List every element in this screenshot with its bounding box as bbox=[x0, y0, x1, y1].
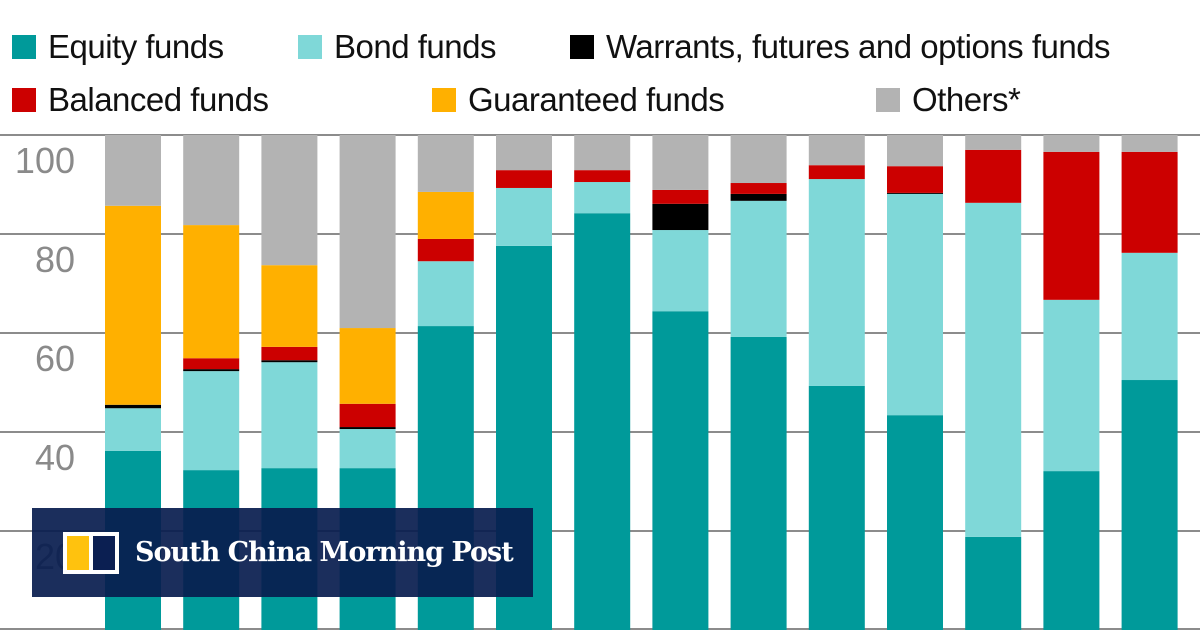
bar-segment-warrants-futures-and-options-funds bbox=[339, 427, 396, 430]
bar-segment-others bbox=[1043, 135, 1100, 152]
bar-segment-equity-funds bbox=[1121, 380, 1178, 630]
bar-segment-balanced-funds bbox=[574, 170, 631, 183]
bar-segment-others bbox=[1121, 135, 1178, 152]
bar-segment-guaranteed-funds bbox=[183, 225, 240, 359]
bar-segment-bond-funds bbox=[652, 230, 709, 312]
bar-segment-equity-funds bbox=[574, 213, 631, 630]
bar-segment-balanced-funds bbox=[339, 403, 396, 428]
bar-segment-guaranteed-funds bbox=[105, 205, 161, 405]
bar-segment-others bbox=[183, 135, 240, 226]
bar-segment-bond-funds bbox=[965, 202, 1022, 537]
bar-segment-balanced-funds bbox=[496, 170, 552, 188]
bar-segment-bond-funds bbox=[105, 408, 161, 451]
bar-segment-others bbox=[965, 135, 1022, 150]
bar-segment-balanced-funds bbox=[183, 358, 240, 370]
legend-swatch bbox=[12, 35, 36, 59]
legend-label: Bond funds bbox=[334, 28, 496, 65]
bar-segment-bond-funds bbox=[261, 362, 318, 469]
legend-swatch bbox=[12, 88, 36, 112]
bar-segment-warrants-futures-and-options-funds bbox=[261, 360, 318, 363]
bar-segment-equity-funds bbox=[808, 385, 865, 630]
legend-swatch bbox=[298, 35, 322, 59]
bar-segment-bond-funds bbox=[730, 200, 787, 337]
bar-segment-bond-funds bbox=[496, 187, 552, 246]
legend-balanced: Balanced funds bbox=[12, 81, 269, 119]
bar-segment-bond-funds bbox=[417, 261, 474, 327]
legend-warrants: Warrants, futures and options funds bbox=[570, 28, 1111, 66]
legend-label: Others* bbox=[912, 81, 1021, 118]
legend-label: Guaranteed funds bbox=[468, 81, 725, 118]
bar-segment-guaranteed-funds bbox=[261, 265, 318, 347]
bar-segment-others bbox=[808, 135, 865, 166]
bar-segment-others bbox=[261, 135, 318, 266]
bar-segment-equity-funds bbox=[730, 336, 787, 630]
bar-segment-others bbox=[652, 135, 709, 190]
bar-segment-balanced-funds bbox=[808, 165, 865, 180]
bar-segment-equity-funds bbox=[965, 536, 1022, 630]
bar-segment-guaranteed-funds bbox=[417, 191, 474, 239]
scmp-logo-icon bbox=[63, 531, 119, 574]
bar-segment-bond-funds bbox=[183, 371, 240, 471]
legend-equity: Equity funds bbox=[12, 28, 224, 66]
bar-segment-warrants-futures-and-options-funds bbox=[105, 404, 161, 409]
scmp-logo-text: South China Morning Post bbox=[135, 537, 514, 568]
bar-segment-balanced-funds bbox=[417, 238, 474, 262]
scmp-watermark: South China Morning Post bbox=[32, 508, 533, 597]
bar-segment-bond-funds bbox=[808, 179, 865, 386]
bar-segment-balanced-funds bbox=[261, 346, 318, 361]
bar-segment-equity-funds bbox=[887, 415, 943, 630]
bar-segment-warrants-futures-and-options-funds bbox=[183, 369, 240, 372]
y-tick-label: 60 bbox=[35, 338, 75, 379]
bar-segment-balanced-funds bbox=[730, 183, 787, 194]
bar-segment-bond-funds bbox=[887, 193, 943, 416]
bar-segment-bond-funds bbox=[339, 429, 396, 469]
bar-segment-balanced-funds bbox=[1043, 151, 1100, 300]
bar-segment-bond-funds bbox=[1043, 299, 1100, 472]
legend-label: Balanced funds bbox=[48, 81, 269, 118]
bar-segment-balanced-funds bbox=[965, 149, 1022, 203]
bar-segment-others bbox=[496, 135, 552, 171]
bar-segment-balanced-funds bbox=[1121, 151, 1178, 253]
bar-segment-bond-funds bbox=[574, 182, 631, 214]
legend-swatch bbox=[876, 88, 900, 112]
legend-swatch bbox=[570, 35, 594, 59]
bar-segment-warrants-futures-and-options-funds bbox=[887, 192, 943, 194]
y-tick-label: 80 bbox=[35, 239, 75, 280]
bar-segment-guaranteed-funds bbox=[339, 328, 396, 404]
bar-segment-others bbox=[574, 135, 631, 171]
y-tick-label: 40 bbox=[35, 437, 75, 478]
legend-swatch bbox=[432, 88, 456, 112]
bar-segment-others bbox=[730, 135, 787, 184]
legend-others: Others* bbox=[876, 81, 1021, 119]
legend-label: Warrants, futures and options funds bbox=[606, 28, 1111, 65]
y-tick-label: 100 bbox=[15, 140, 75, 181]
bar-segment-balanced-funds bbox=[652, 189, 709, 204]
bar-segment-equity-funds bbox=[652, 311, 709, 630]
bar-segment-warrants-futures-and-options-funds bbox=[652, 203, 709, 231]
bar-segment-equity-funds bbox=[1043, 471, 1100, 630]
bar-segment-others bbox=[105, 135, 161, 206]
legend-bond: Bond funds bbox=[298, 28, 496, 66]
legend-guaranteed: Guaranteed funds bbox=[432, 81, 725, 119]
bar-segment-others bbox=[417, 135, 474, 192]
bar-segment-warrants-futures-and-options-funds bbox=[730, 193, 787, 201]
bar-segment-bond-funds bbox=[1121, 252, 1178, 381]
bar-segment-others bbox=[339, 135, 396, 329]
legend-label: Equity funds bbox=[48, 28, 224, 65]
bar-segment-balanced-funds bbox=[887, 166, 943, 193]
bar-segment-others bbox=[887, 135, 943, 167]
